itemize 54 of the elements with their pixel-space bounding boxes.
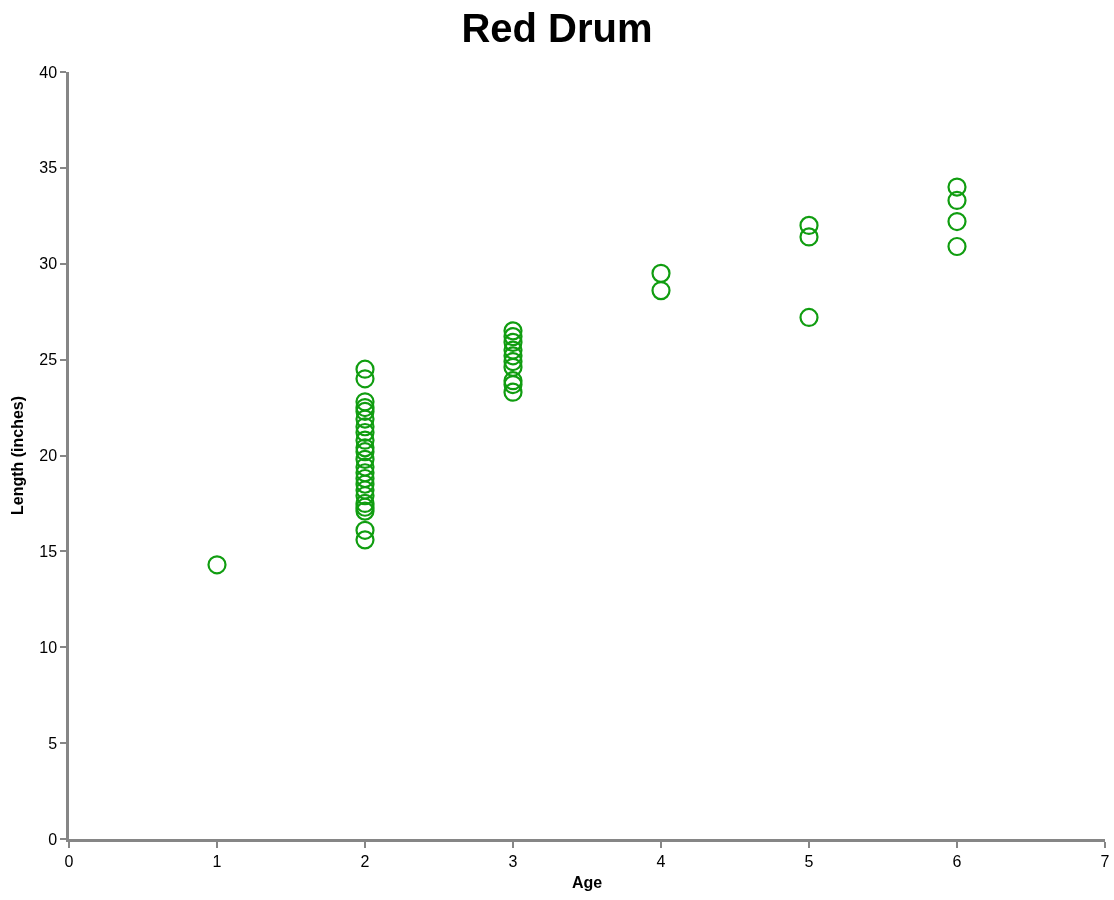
x-tick-label: 5	[804, 852, 814, 870]
x-tick-label: 0	[64, 852, 74, 870]
point	[355, 409, 375, 429]
point	[651, 263, 671, 283]
y-tick-label: 15	[39, 542, 58, 560]
point	[503, 346, 523, 366]
point	[355, 468, 375, 489]
point	[947, 211, 967, 232]
point	[355, 449, 375, 469]
point	[947, 177, 967, 197]
y-axis-title: Length (inches)	[9, 395, 27, 516]
point	[355, 457, 375, 477]
point	[799, 227, 819, 247]
point	[355, 369, 375, 389]
point	[355, 480, 375, 500]
point	[355, 486, 375, 506]
y-tick-label: 10	[39, 638, 58, 656]
x-axis-title: Age	[571, 873, 603, 891]
point	[355, 417, 375, 437]
x-tick-label: 1	[212, 852, 222, 870]
x-tick-label: 4	[656, 852, 666, 870]
x-tick-label: 7	[1100, 852, 1110, 870]
point	[799, 307, 819, 328]
point	[503, 382, 523, 402]
point	[355, 430, 375, 450]
x-tick-label: 6	[952, 852, 962, 870]
point	[947, 190, 967, 211]
point	[947, 236, 967, 257]
y-tick-label: 25	[39, 351, 58, 369]
y-tick-label: 30	[39, 255, 58, 273]
point	[355, 392, 375, 412]
point	[503, 340, 523, 360]
point	[355, 530, 375, 550]
x-tick-label: 2	[360, 852, 370, 870]
chart-title: Red Drum	[461, 5, 653, 50]
point	[503, 321, 523, 341]
point	[503, 332, 523, 352]
point	[503, 327, 523, 347]
point	[355, 422, 375, 443]
y-tick-label: 5	[48, 734, 58, 752]
point	[355, 463, 375, 483]
point	[355, 520, 375, 540]
point	[651, 280, 671, 301]
y-tick-label: 20	[39, 447, 58, 465]
point	[355, 359, 375, 379]
point	[503, 351, 523, 372]
point	[207, 555, 227, 575]
point	[799, 215, 819, 235]
point	[503, 357, 523, 377]
y-tick-label: 0	[48, 830, 58, 848]
point	[355, 474, 375, 494]
y-tick-label: 35	[39, 159, 58, 177]
x-tick-label: 3	[508, 852, 518, 870]
y-tick-label: 40	[39, 63, 58, 81]
